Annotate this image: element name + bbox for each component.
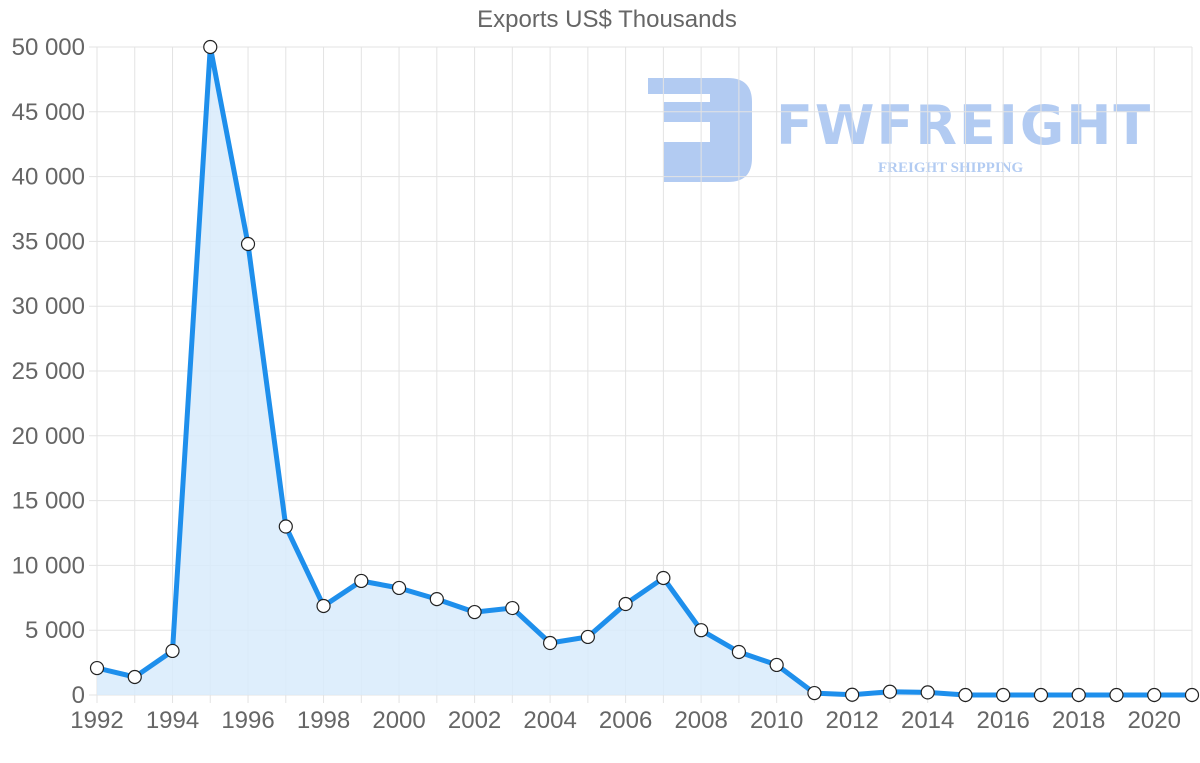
x-axis: 1992 1994 1996 1998 2000 2002 2004 2006 2008 2010… bbox=[70, 707, 1181, 734]
watermark-brand: FWFREIGHT bbox=[776, 94, 1153, 157]
data-point[interactable] bbox=[1071, 687, 1086, 703]
data-point[interactable] bbox=[429, 591, 444, 607]
chart-title: Exports US$ Thousands bbox=[477, 6, 737, 33]
watermark-tagline: FREIGHT SHIPPING bbox=[878, 160, 1024, 176]
data-point[interactable] bbox=[882, 684, 898, 699]
y-tick-label: 35 000 bbox=[12, 228, 85, 255]
data-point[interactable] bbox=[127, 669, 142, 685]
x-tick-label: 1998 bbox=[297, 707, 350, 734]
y-tick-label: 50 000 bbox=[12, 34, 85, 61]
x-tick-label: 2010 bbox=[750, 707, 803, 734]
y-tick-label: 15 000 bbox=[12, 488, 85, 515]
data-point[interactable] bbox=[354, 573, 369, 589]
x-tick-label: 1992 bbox=[70, 707, 123, 734]
y-axis: 0 5 000 10 000 15 000 20 000 25 000 30 000 35 0… bbox=[12, 34, 85, 709]
y-tick-label: 0 bbox=[72, 682, 85, 709]
data-point[interactable] bbox=[1033, 687, 1049, 703]
data-point[interactable] bbox=[958, 687, 973, 703]
data-point[interactable] bbox=[505, 600, 520, 616]
x-tick-label: 2004 bbox=[523, 707, 576, 734]
y-tick-label: 40 000 bbox=[12, 164, 85, 191]
data-point[interactable] bbox=[240, 236, 256, 252]
data-point[interactable] bbox=[1184, 687, 1200, 703]
data-point[interactable] bbox=[694, 623, 709, 638]
x-tick-label: 2006 bbox=[599, 707, 652, 734]
data-point[interactable] bbox=[580, 629, 595, 645]
data-point[interactable] bbox=[391, 580, 407, 596]
data-point[interactable] bbox=[731, 644, 746, 660]
y-tick-label: 10 000 bbox=[12, 552, 85, 579]
data-point[interactable] bbox=[996, 687, 1011, 703]
x-tick-label: 2008 bbox=[674, 707, 727, 734]
data-point[interactable] bbox=[807, 685, 822, 701]
data-point[interactable] bbox=[845, 687, 860, 702]
x-tick-label: 2012 bbox=[825, 707, 878, 734]
data-point[interactable] bbox=[769, 657, 784, 673]
x-tick-label: 2016 bbox=[977, 707, 1030, 734]
data-point[interactable] bbox=[467, 604, 482, 620]
data-point[interactable] bbox=[656, 570, 671, 586]
x-tick-label: 2018 bbox=[1052, 707, 1105, 734]
fwfreight-watermark: FWFREIGHT FREIGHT SHIPPING bbox=[646, 74, 1156, 186]
y-tick-label: 25 000 bbox=[12, 358, 85, 385]
x-tick-label: 1994 bbox=[146, 707, 199, 734]
data-points bbox=[89, 39, 1200, 703]
y-tick-label: 30 000 bbox=[12, 293, 85, 320]
x-tick-label: 2020 bbox=[1128, 707, 1181, 734]
x-tick-label: 2014 bbox=[901, 707, 954, 734]
fwfreight-logo-icon bbox=[648, 78, 752, 182]
data-point[interactable] bbox=[165, 643, 180, 659]
data-point[interactable] bbox=[920, 685, 935, 700]
y-tick-label: 5 000 bbox=[25, 617, 85, 644]
data-point[interactable] bbox=[278, 519, 293, 534]
data-point[interactable] bbox=[1109, 687, 1124, 703]
data-point[interactable] bbox=[316, 598, 331, 614]
data-point[interactable] bbox=[89, 660, 105, 676]
data-point[interactable] bbox=[618, 596, 633, 612]
y-tick-label: 45 000 bbox=[12, 99, 85, 126]
data-point[interactable] bbox=[1147, 687, 1162, 703]
data-point[interactable] bbox=[203, 39, 218, 55]
x-tick-label: 2002 bbox=[448, 707, 501, 734]
x-tick-label: 1996 bbox=[221, 707, 274, 734]
x-tick-label: 2000 bbox=[372, 707, 425, 734]
data-point[interactable] bbox=[543, 635, 558, 651]
y-tick-label: 20 000 bbox=[12, 423, 85, 450]
